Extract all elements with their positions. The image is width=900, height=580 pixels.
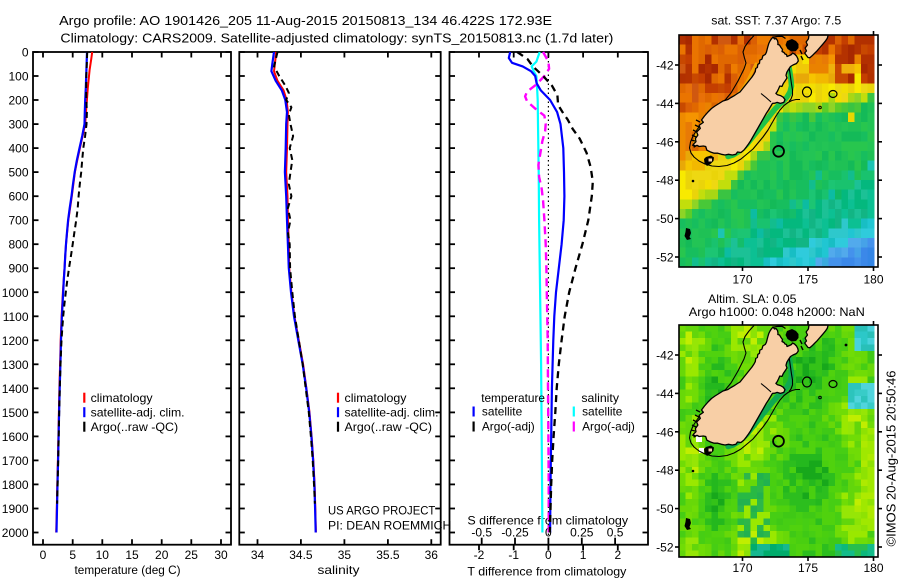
svg-text:-1: -1 <box>508 548 519 562</box>
svg-text:-52: -52 <box>656 251 674 265</box>
svg-text:35.5: 35.5 <box>376 548 400 562</box>
svg-text:170: 170 <box>732 561 752 575</box>
svg-text:1800: 1800 <box>2 478 29 492</box>
svg-text:175: 175 <box>798 561 818 575</box>
svg-text:180: 180 <box>863 561 883 575</box>
svg-text:satellite: satellite <box>482 405 523 419</box>
svg-text:600: 600 <box>8 190 28 204</box>
svg-text:Argo profile: AO 1901426_205 1: Argo profile: AO 1901426_205 11-Aug-2015… <box>59 13 552 28</box>
svg-text:1200: 1200 <box>2 334 29 348</box>
svg-text:-48: -48 <box>656 174 674 188</box>
svg-text:180: 180 <box>863 273 883 287</box>
svg-text:0.25: 0.25 <box>570 526 594 540</box>
svg-text:1500: 1500 <box>2 406 29 420</box>
svg-text:35: 35 <box>338 548 352 562</box>
svg-text:T difference from climatology: T difference from climatology <box>467 565 626 579</box>
svg-text:1700: 1700 <box>2 454 29 468</box>
svg-text:-46: -46 <box>656 425 674 439</box>
svg-text:S difference from climatology: S difference from climatology <box>467 514 628 528</box>
svg-text:-0.25: -0.25 <box>501 526 529 540</box>
svg-text:temperature (deg C): temperature (deg C) <box>75 563 181 577</box>
svg-text:20: 20 <box>155 548 169 562</box>
svg-text:1900: 1900 <box>2 502 29 516</box>
svg-text:-48: -48 <box>656 464 674 478</box>
svg-text:1300: 1300 <box>2 358 29 372</box>
svg-text:US ARGO PROJECT: US ARGO PROJECT <box>328 504 436 518</box>
svg-text:400: 400 <box>8 142 28 156</box>
svg-text:30: 30 <box>214 548 228 562</box>
svg-text:-44: -44 <box>656 97 674 111</box>
svg-text:©IMOS 20-Aug-2015 20:50:46: ©IMOS 20-Aug-2015 20:50:46 <box>885 370 899 546</box>
svg-text:Argo(-adj): Argo(-adj) <box>482 420 535 434</box>
svg-text:-0.5: -0.5 <box>471 526 492 540</box>
svg-text:climatology: climatology <box>345 391 407 405</box>
svg-text:200: 200 <box>8 94 28 108</box>
svg-text:15: 15 <box>125 548 139 562</box>
svg-text:800: 800 <box>8 238 28 252</box>
svg-text:satellite-adj. clim.: satellite-adj. clim. <box>91 405 185 419</box>
svg-text:Argo(..raw -QC): Argo(..raw -QC) <box>91 420 178 434</box>
svg-text:700: 700 <box>8 214 28 228</box>
svg-text:2: 2 <box>614 548 621 562</box>
svg-text:-50: -50 <box>656 502 674 516</box>
svg-text:Argo h1000: 0.048 h2000: NaN: Argo h1000: 0.048 h2000: NaN <box>689 305 865 319</box>
svg-text:-42: -42 <box>656 349 674 363</box>
svg-text:PI: DEAN ROEMMICH: PI: DEAN ROEMMICH <box>328 519 451 533</box>
svg-text:1400: 1400 <box>2 382 29 396</box>
svg-text:Climatology: CARS2009. Satelli: Climatology: CARS2009. Satellite-adjuste… <box>60 31 613 46</box>
svg-text:0: 0 <box>40 548 47 562</box>
svg-text:300: 300 <box>8 118 28 132</box>
svg-text:-50: -50 <box>656 212 674 226</box>
svg-text:0: 0 <box>22 46 29 60</box>
svg-text:1100: 1100 <box>3 310 29 324</box>
svg-text:0.5: 0.5 <box>607 526 624 540</box>
svg-text:salinity: salinity <box>318 563 360 577</box>
svg-text:-52: -52 <box>656 541 674 555</box>
svg-text:900: 900 <box>8 262 28 276</box>
svg-text:temperature: temperature <box>481 391 545 405</box>
svg-text:34: 34 <box>251 548 265 562</box>
svg-text:175: 175 <box>798 273 818 287</box>
svg-text:sat. SST: 7.37 Argo: 7.5: sat. SST: 7.37 Argo: 7.5 <box>711 14 841 28</box>
svg-text:2000: 2000 <box>2 526 29 540</box>
svg-text:Argo(-adj): Argo(-adj) <box>582 420 635 434</box>
svg-text:25: 25 <box>185 548 199 562</box>
svg-text:-2: -2 <box>474 548 485 562</box>
svg-text:0: 0 <box>545 548 552 562</box>
svg-text:-46: -46 <box>656 135 674 149</box>
svg-text:Argo(..raw -QC): Argo(..raw -QC) <box>345 420 433 434</box>
svg-text:-44: -44 <box>656 387 674 401</box>
svg-text:satellite: satellite <box>582 405 623 419</box>
svg-text:climatology: climatology <box>91 391 153 405</box>
svg-text:salinity: salinity <box>581 391 619 405</box>
svg-text:100: 100 <box>8 70 28 84</box>
svg-text:36: 36 <box>425 548 439 562</box>
svg-text:-42: -42 <box>656 59 674 73</box>
svg-text:1600: 1600 <box>2 430 29 444</box>
svg-text:1: 1 <box>580 548 587 562</box>
svg-text:1000: 1000 <box>2 286 29 300</box>
svg-text:34.5: 34.5 <box>289 548 313 562</box>
svg-text:Altim. SLA: 0.05: Altim. SLA: 0.05 <box>708 292 797 306</box>
svg-text:170: 170 <box>732 273 752 287</box>
svg-text:5: 5 <box>69 548 76 562</box>
svg-text:500: 500 <box>8 166 28 180</box>
svg-text:satellite-adj. clim.: satellite-adj. clim. <box>345 405 439 419</box>
svg-text:10: 10 <box>96 548 110 562</box>
